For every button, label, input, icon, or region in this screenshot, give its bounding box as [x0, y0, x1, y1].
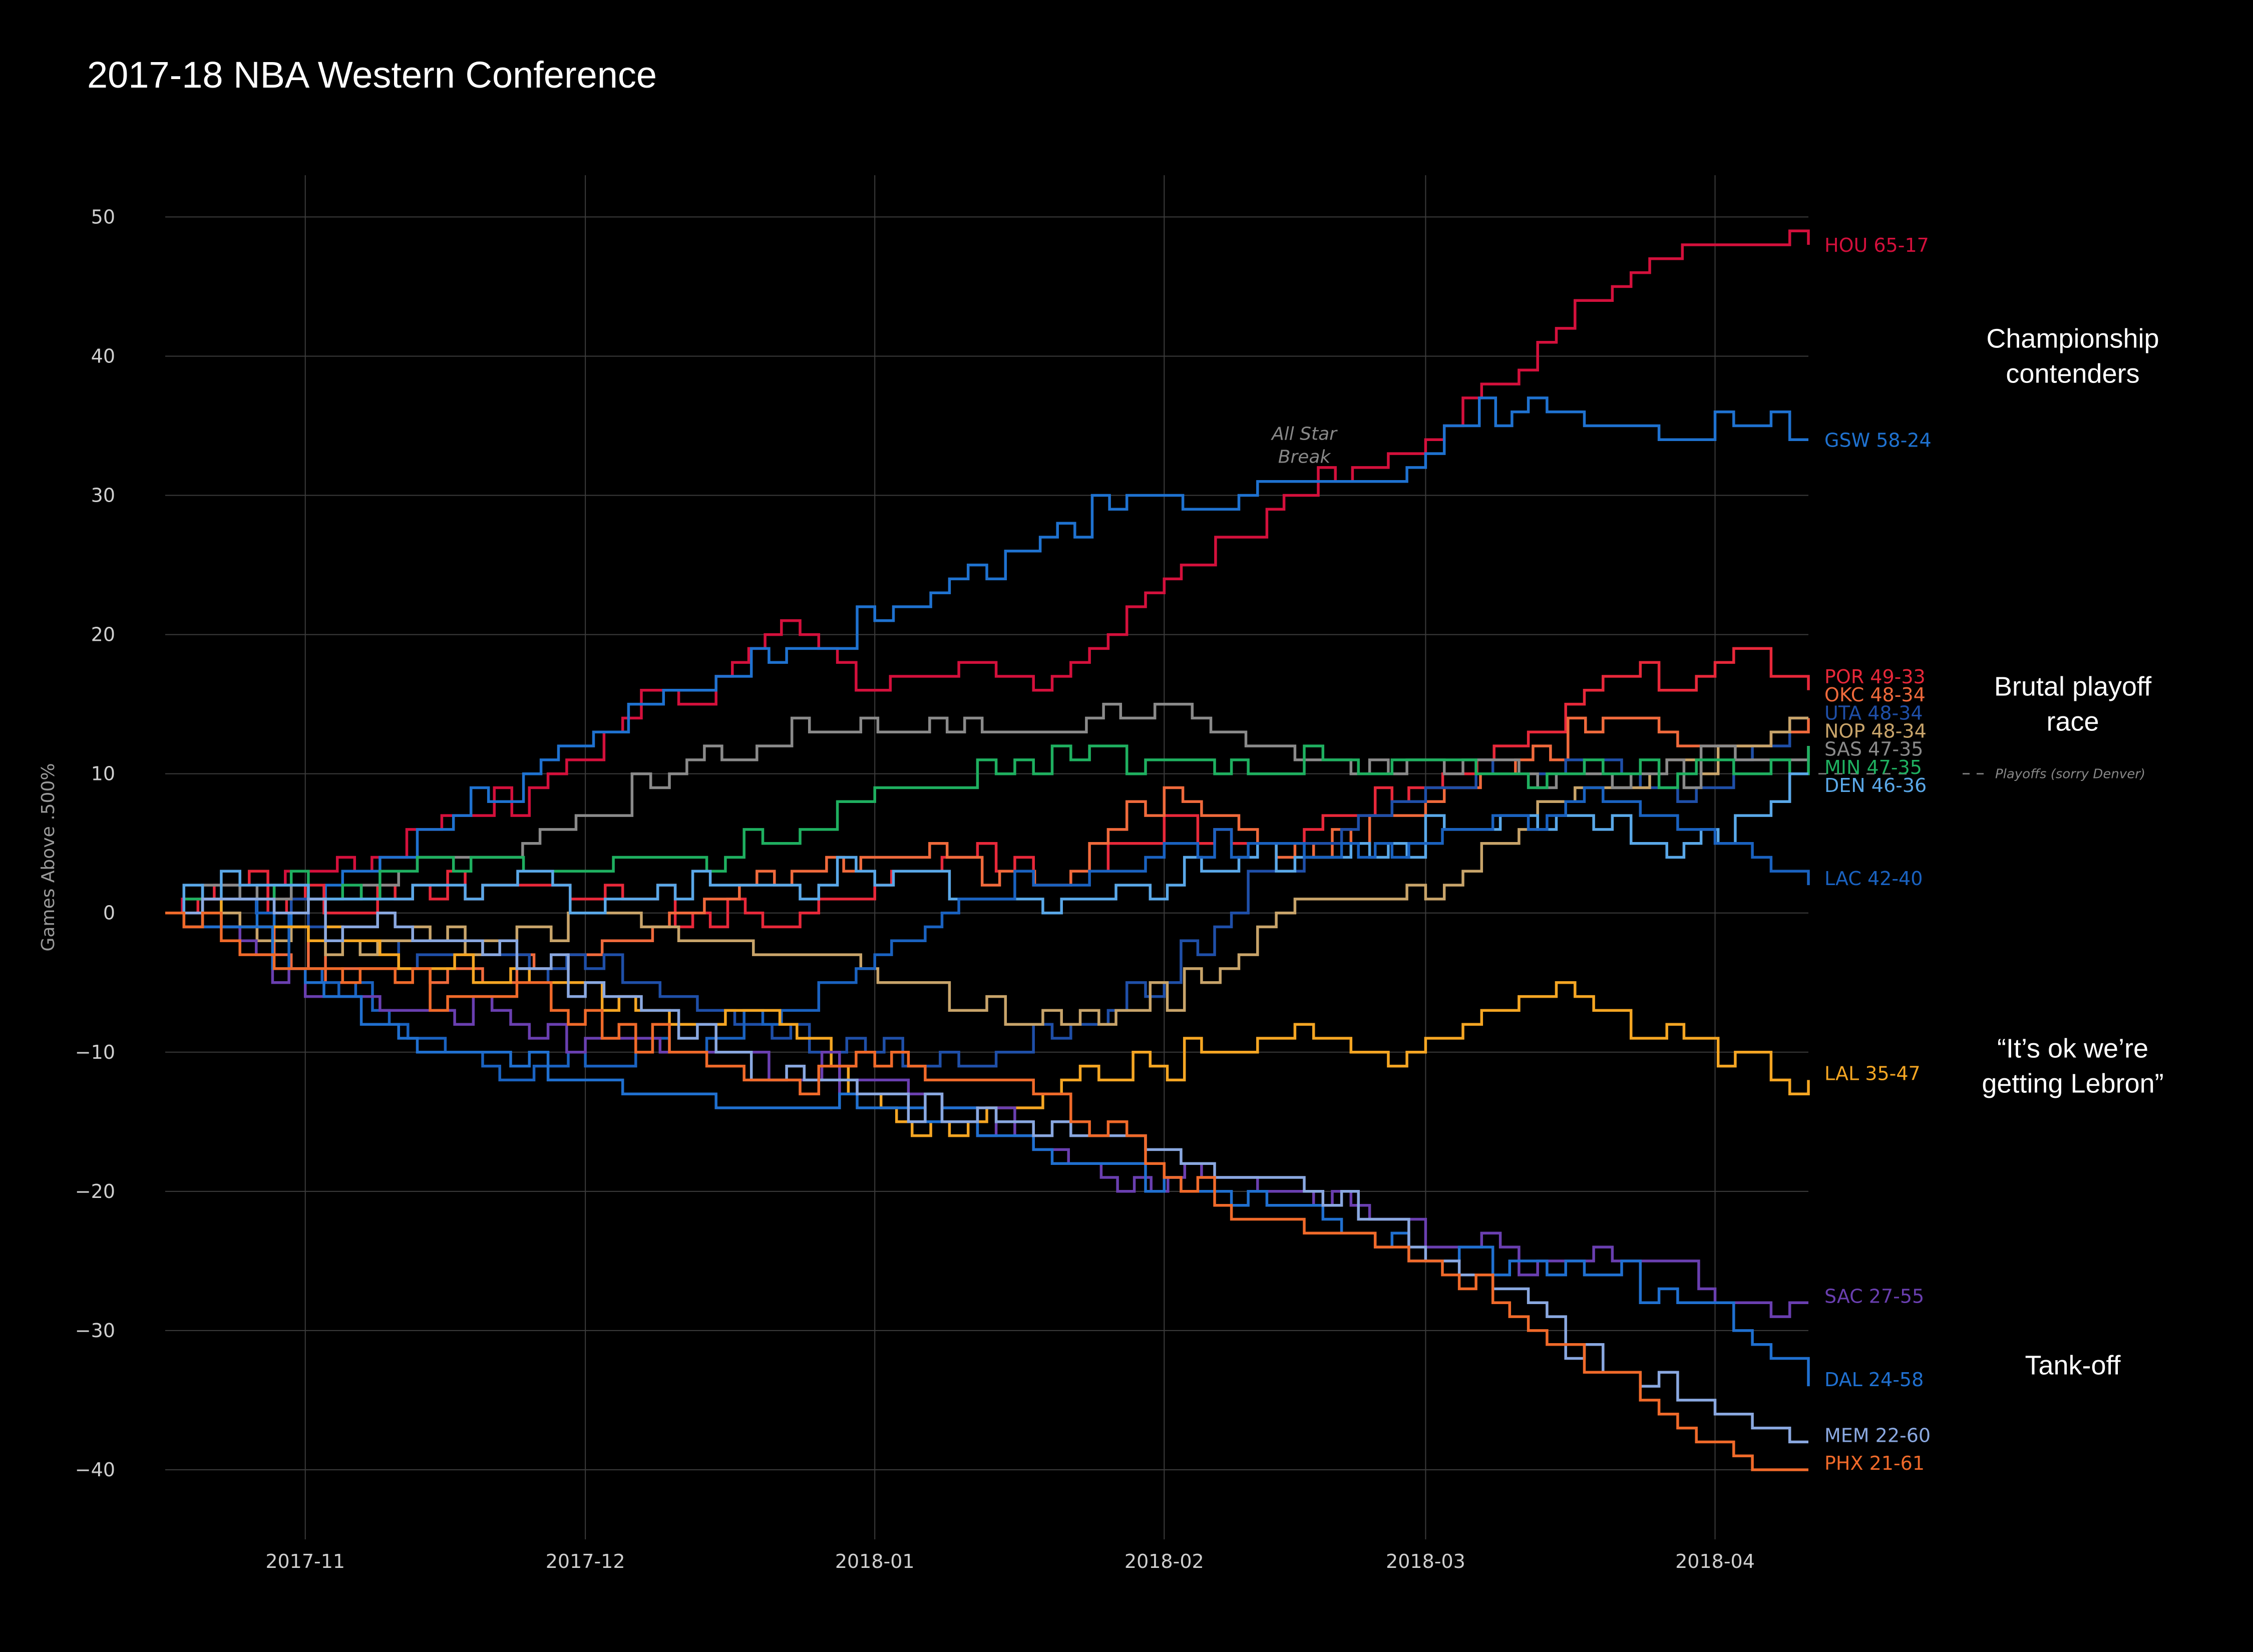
- series-lines: [165, 229, 1810, 1471]
- y-tick-label: 10: [91, 763, 115, 785]
- group-label: Championship: [1986, 323, 2159, 353]
- y-tick-label: −10: [75, 1041, 115, 1063]
- y-tick-label: 20: [91, 624, 115, 646]
- y-tick-label: −40: [75, 1459, 115, 1481]
- series-line: [165, 911, 1810, 1387]
- team-record-label: SAC 27-55: [1824, 1285, 1924, 1307]
- series-line: [165, 744, 1810, 915]
- series-line: [165, 396, 1808, 929]
- team-record-label: UTA 48-34: [1824, 702, 1923, 724]
- x-tick-label: 2018-04: [1675, 1550, 1755, 1572]
- team-record-label: PHX 21-61: [1824, 1452, 1925, 1474]
- x-tick-label: 2018-02: [1124, 1550, 1204, 1572]
- group-label: Brutal playoff: [1994, 672, 2152, 702]
- team-record-label: SAS 47-35: [1824, 738, 1923, 760]
- series-line: [165, 898, 1808, 1444]
- team-record-label: OKC 48-34: [1824, 684, 1926, 706]
- y-tick-label: 40: [91, 345, 115, 367]
- annotations: Playoffs (sorry Denver) All Star Break: [1271, 424, 2145, 781]
- y-axis-label: Games Above .500%: [38, 763, 59, 951]
- series-line: [165, 786, 1810, 1082]
- all-star-break-note: All Star: [1271, 424, 1338, 444]
- series-line: [165, 716, 1808, 1026]
- group-label: “It’s ok we’re: [1997, 1034, 2148, 1064]
- group-label: getting Lebron”: [1982, 1069, 2163, 1099]
- x-tick-label: 2018-03: [1386, 1550, 1465, 1572]
- team-record-label: DEN 46-36: [1824, 774, 1927, 796]
- team-record-label: POR 49-33: [1824, 666, 1926, 688]
- team-record-label: HOU 65-17: [1824, 234, 1929, 256]
- playoff-note: Playoffs (sorry Denver): [1995, 767, 2145, 782]
- y-tick-label: −20: [75, 1180, 115, 1202]
- axes: 50 40 30 20 10 0 −10 −20 −30 −40 2017-11 2017-12 201…: [75, 206, 1755, 1572]
- y-tick-label: −30: [75, 1320, 115, 1342]
- y-tick-label: 0: [103, 902, 115, 924]
- team-record-label: MEM 22-60: [1824, 1424, 1931, 1446]
- all-star-break-note: Break: [1278, 447, 1332, 467]
- group-label: Tank-off: [2025, 1350, 2121, 1380]
- team-record-label: DAL 24-58: [1824, 1369, 1924, 1391]
- team-record-label: LAL 35-47: [1824, 1062, 1921, 1084]
- team-record-label: NOP 48-34: [1824, 720, 1927, 742]
- y-tick-label: 50: [91, 206, 115, 228]
- chart-title: 2017-18 NBA Western Conference: [87, 54, 657, 96]
- group-label: contenders: [2006, 358, 2139, 388]
- team-record-label: GSW 58-24: [1824, 429, 1932, 451]
- series-line: [165, 911, 1808, 1471]
- group-labels: Championship contenders Brutal playoff race…: [1982, 323, 2163, 1380]
- x-tick-label: 2018-01: [835, 1550, 915, 1572]
- team-record-label: MIN 47-35: [1824, 756, 1922, 778]
- group-label: race: [2046, 707, 2099, 737]
- team-record-label: LAC 42-40: [1824, 868, 1923, 890]
- x-tick-label: 2017-12: [546, 1550, 625, 1572]
- x-tick-label: 2017-11: [265, 1550, 345, 1572]
- y-tick-label: 30: [91, 485, 115, 507]
